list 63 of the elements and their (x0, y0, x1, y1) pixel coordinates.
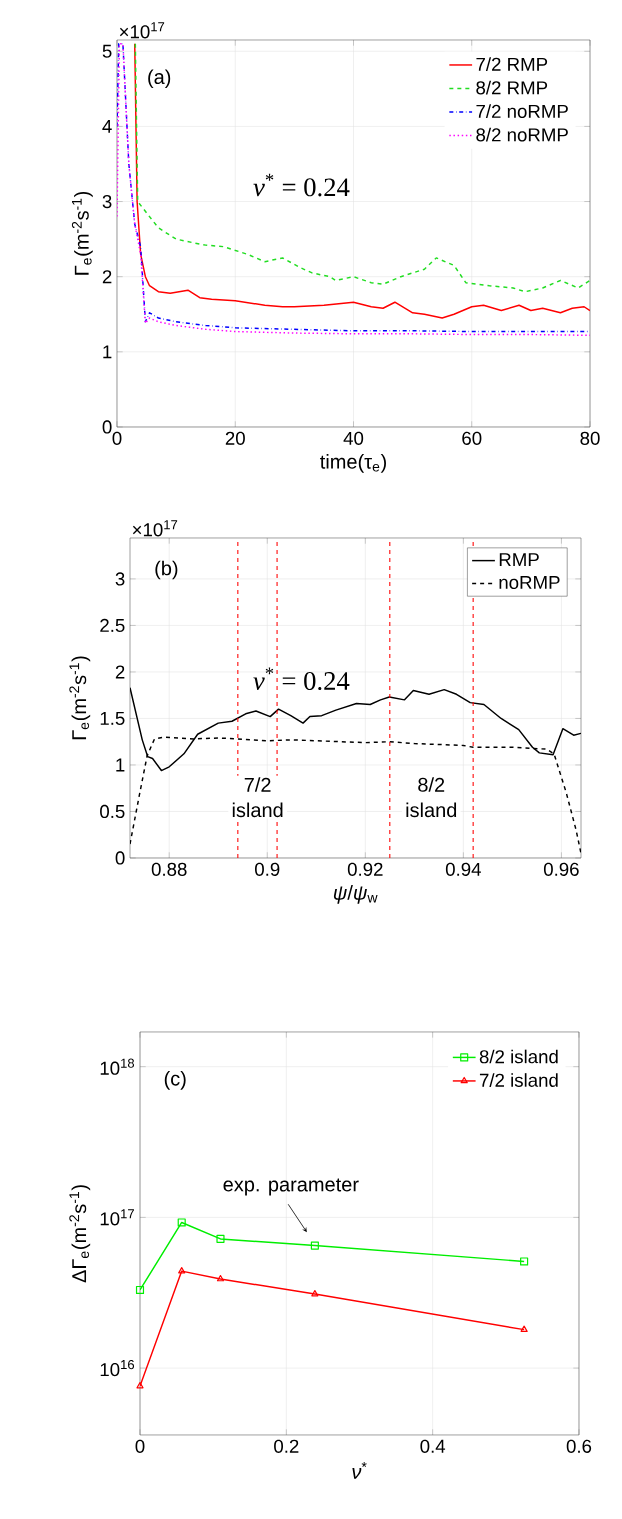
y-tick-label: 2.5 (100, 618, 125, 633)
point (310, 1241, 319, 1250)
y-tick-label: 0 (102, 420, 112, 434)
y-tick-label: 10$^{18}$ (100, 1058, 135, 1075)
annotation: (a) (148, 69, 171, 89)
point (178, 1267, 186, 1274)
x-tick-label: 0.6 (566, 1439, 592, 1453)
y-tick-label: 1 (103, 345, 112, 359)
x-tick-label: 0 (135, 1439, 145, 1453)
legend-label: 8/2 noRMP (476, 127, 568, 142)
point (135, 1285, 145, 1295)
x-tick-label: 60 (462, 431, 482, 445)
y-tick-label: 2 (115, 665, 125, 679)
x-tick-label: 0.9 (255, 862, 280, 876)
annotation: exp. parameter (223, 1178, 359, 1196)
text: ×10$^{17}$ (119, 22, 165, 39)
y-tick-label: 4 (102, 119, 112, 133)
legend-label: RMP (499, 553, 539, 567)
y-axis-title: Γ$_{e}$(m$^{-2}$s$^{-1}$) (71, 191, 93, 275)
y-tick-label: 5 (102, 44, 112, 58)
y-tick-label: 0 (115, 851, 125, 865)
x-axis-title: ν$^{*}$ (352, 1462, 367, 1479)
point (136, 1381, 144, 1389)
y-axis-title: ΔΓ$_{e}$(m$^{-2}$s$^{-1}$) (69, 1185, 91, 1283)
annotation: ν$^{*}$ = 0.24 (253, 667, 350, 691)
y-tick-label: 3 (102, 194, 112, 209)
y-tick-label: 2 (102, 270, 112, 284)
legend-label: 7/2 noRMP (476, 104, 568, 118)
x-tick-label: 40 (343, 431, 364, 445)
point (216, 1274, 225, 1282)
point (520, 1325, 528, 1332)
y-tick-label: 3 (115, 572, 125, 586)
point (520, 1257, 529, 1266)
legend-label: 7/2 RMP (476, 57, 548, 71)
annotation: ν$^{*}$ = 0.24 (253, 173, 350, 197)
point (216, 1234, 225, 1243)
x-axis-title: ψ/ψ$_{w}$ (333, 885, 378, 904)
x-tick-label: 0.2 (274, 1439, 299, 1453)
point (311, 1289, 319, 1297)
legend-label: 8/2 RMP (476, 80, 548, 95)
x-tick-label: 20 (225, 431, 245, 445)
x-tick-label: 0.94 (445, 862, 481, 876)
y-tick-label: 10$^{17}$ (100, 1209, 134, 1226)
x-tick-label: 0.88 (151, 862, 187, 876)
annotation: (b) (155, 560, 178, 580)
annotation: (c) (164, 1071, 186, 1090)
x-axis-title: time(τ$_{e}$) (320, 454, 386, 473)
y-tick-label: 10$^{16}$ (100, 1359, 135, 1377)
annotation: 8/2 island (406, 777, 457, 818)
y-tick-label: 0.5 (100, 804, 125, 819)
y-tick-label: 1 (116, 758, 125, 772)
x-tick-label: 0.92 (347, 862, 383, 876)
text: ×10$^{17}$ (132, 520, 178, 537)
legend-label: 8/2 island (479, 1049, 558, 1064)
y-axis-title: Γ$_{e}$(m$^{-2}$s$^{-1}$) (69, 656, 91, 740)
point (177, 1218, 186, 1227)
legend-label: 7/2 island (479, 1073, 558, 1087)
x-tick-label: 0.4 (420, 1439, 446, 1453)
annotation: 7/2 island (232, 777, 283, 818)
legend-label: noRMP (499, 576, 560, 590)
x-tick-label: 0.96 (543, 862, 579, 876)
x-tick-label: 80 (580, 431, 600, 445)
y-tick-label: 1.5 (100, 711, 125, 725)
